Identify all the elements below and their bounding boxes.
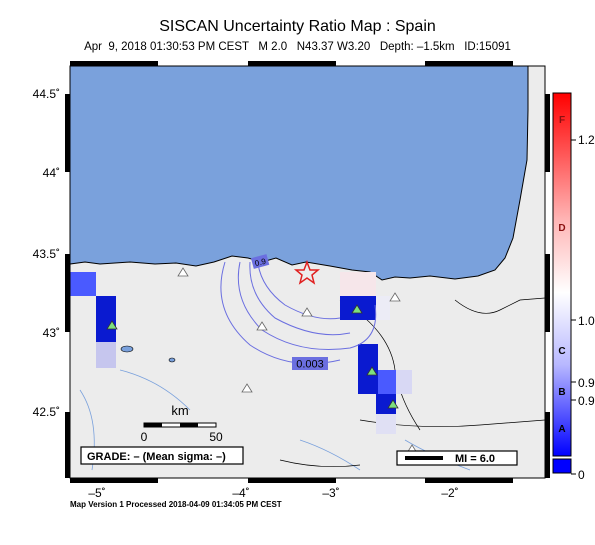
mi-legend-bar [405, 456, 443, 460]
contour-label: 0.003 [296, 359, 324, 371]
boundaries [279, 297, 546, 467]
colorbar-value: 0.9 [578, 394, 595, 408]
lat-tick: 44.5˚ [33, 87, 60, 101]
map-footer: Map Version 1 Processed 2018-04-09 01:34… [70, 500, 282, 509]
lat-tick: 43.5˚ [33, 247, 60, 261]
epicenter-star-icon [293, 259, 321, 285]
grade-letter: A [558, 424, 565, 435]
colorbar-value: 1.0 [578, 314, 595, 328]
mi-legend-text: MI = 6.0 [455, 453, 495, 465]
station-active-icon [106, 320, 118, 330]
colorbar: F D C B A 1.2 1.0 0.9 0.9 0 [552, 92, 595, 482]
event-subtitle: Apr 9, 2018 01:30:53 PM CEST M 2.0 N43.3… [84, 41, 511, 53]
lon-tick: –3˚ [322, 486, 339, 500]
lat-tick: 44˚ [43, 166, 60, 180]
scale-unit: km [171, 403, 188, 418]
station-icon [389, 292, 401, 302]
lon-tick: –5˚ [88, 486, 105, 500]
grade-letter: C [558, 346, 565, 357]
lat-tick-labels: 44.5˚ 44˚ 43.5˚ 43˚ 42.5˚ [33, 87, 60, 419]
grade-box [80, 446, 244, 465]
contour-label-box [292, 357, 328, 370]
colorbar-value: 0.9 [578, 376, 595, 390]
colorbar-value: 0 [578, 468, 585, 482]
lat-tick: 43˚ [43, 326, 60, 340]
stations [106, 267, 418, 454]
lakes [120, 345, 176, 363]
scale-end: 50 [209, 430, 223, 444]
colorbar-value: 1.2 [578, 133, 595, 147]
station-active-icon [351, 304, 363, 314]
station-active-icon [387, 399, 399, 409]
frame-ticks [65, 61, 550, 483]
contour-label-small-box [250, 254, 270, 269]
lon-tick-labels: –5˚ –4˚ –3˚ –2˚ [88, 486, 458, 500]
station-icon [256, 321, 268, 331]
contour-label-small: 0.9 [254, 257, 268, 269]
map-title: SISCAN Uncertainty Ratio Map : Spain [159, 18, 436, 35]
station-icon [241, 383, 253, 393]
lon-tick: –4˚ [232, 486, 249, 500]
grade-letter: D [558, 223, 565, 234]
sea-area [69, 65, 529, 281]
mi-legend-box [396, 450, 518, 466]
station-active-icon [366, 366, 378, 376]
lat-tick: 42.5˚ [33, 405, 60, 419]
scale-start: 0 [141, 430, 148, 444]
grade-text: GRADE: – (Mean sigma: –) [87, 451, 226, 463]
scale-bar: km 0 50 [141, 403, 223, 444]
grade-letter: B [558, 387, 565, 398]
grade-letter: F [559, 115, 565, 126]
station-icon [301, 307, 313, 317]
lon-tick: –2˚ [441, 486, 458, 500]
station-icon [177, 267, 189, 277]
